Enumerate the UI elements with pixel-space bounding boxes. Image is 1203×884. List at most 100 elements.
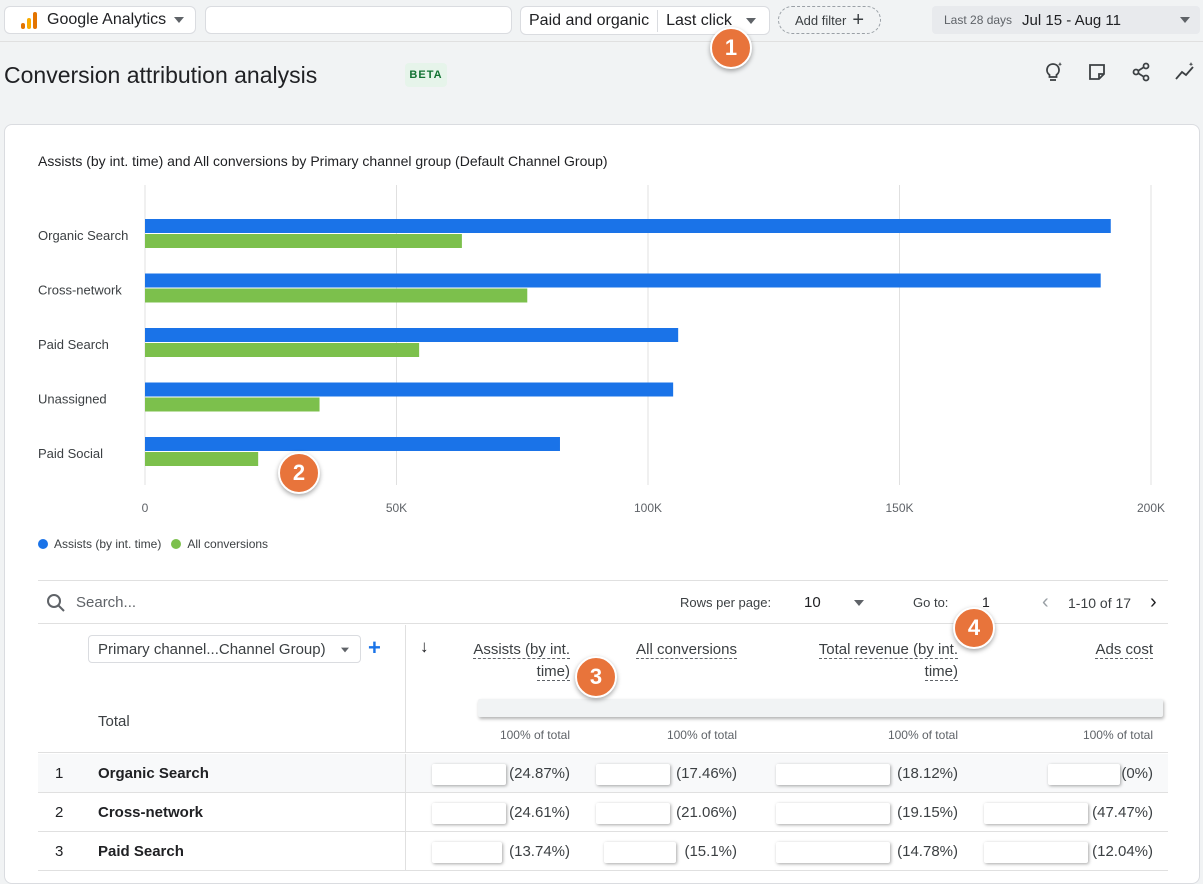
add-filter-label: Add filter — [795, 12, 847, 28]
bar-conversions — [145, 452, 259, 466]
add-dimension-plus-icon[interactable]: + — [368, 635, 381, 660]
callout-marker-4: 4 — [953, 607, 995, 649]
top-bar: Google Analytics Paid and organic Last c… — [0, 0, 1203, 42]
page-range: 1-10 of 17 — [1068, 595, 1132, 611]
col-header-revenue[interactable]: Total revenue (by int. time) — [818, 639, 958, 683]
bar-assists — [145, 273, 1101, 288]
chevron-down-icon[interactable] — [854, 600, 864, 606]
date-range-picker[interactable]: Last 28 days Jul 15 - Aug 11 — [932, 6, 1200, 34]
page-title: Conversion attribution analysis — [4, 62, 318, 88]
brand-name: Google Analytics — [47, 11, 167, 28]
rows-per-page-label: Rows per page: — [680, 595, 772, 610]
category-label: Unassigned — [38, 392, 107, 407]
column-divider — [405, 754, 406, 792]
x-tick-label: 0 — [142, 501, 149, 515]
row-channel[interactable]: Organic Search — [98, 765, 209, 782]
col-header-ads-cost-line1: Ads cost — [1095, 641, 1153, 659]
cell-assists: (24.61%) — [509, 804, 570, 821]
col-header-conversions-line1: All conversions — [636, 641, 737, 659]
attribution-scope[interactable]: Paid and organic — [521, 9, 659, 32]
row-index: 1 — [55, 765, 64, 782]
date-range-preset: Last 28 days — [944, 13, 1013, 27]
redacted-value — [776, 764, 890, 785]
category-label: Cross-network — [38, 283, 122, 298]
redacted-value — [432, 764, 506, 785]
column-divider — [405, 832, 406, 870]
x-tick-label: 200K — [1137, 501, 1165, 515]
chevron-down-icon — [1180, 17, 1190, 23]
redacted-value — [984, 842, 1088, 863]
trend-insights-icon[interactable] — [1173, 60, 1197, 84]
chart-title: Assists (by int. time) and All conversio… — [38, 153, 608, 169]
callout-marker-1: 1 — [710, 27, 752, 69]
table-row[interactable]: 2 Cross-network (24.61%) (21.06%) (19.15… — [38, 793, 1168, 832]
redacted-value — [1048, 764, 1120, 785]
redacted-total-bar — [478, 699, 1163, 717]
redacted-value — [432, 842, 502, 863]
share-icon[interactable] — [1129, 60, 1153, 84]
col-total-ads-cost: 100% of total — [1082, 728, 1153, 742]
cell-conversions: (17.46%) — [676, 765, 737, 782]
next-page-icon[interactable]: › — [1150, 591, 1157, 613]
rows-per-page-select[interactable]: 10 — [804, 594, 821, 611]
legend-item-assists[interactable]: Assists (by int. time) — [38, 537, 161, 551]
col-header-assists-line1: Assists (by int. — [473, 641, 570, 659]
report-card: Assists (by int. time) and All conversio… — [4, 124, 1200, 884]
table-row[interactable]: 3 Paid Search (13.74%) (15.1%) (14.78%) … — [38, 832, 1168, 871]
cell-revenue: (18.12%) — [897, 765, 958, 782]
bar-assists — [145, 219, 1111, 233]
redacted-value — [776, 842, 890, 863]
column-divider — [405, 625, 406, 752]
table-row[interactable]: 1 Organic Search (24.87%) (17.46%) (18.1… — [38, 754, 1168, 793]
dimension-label: Primary channel...Channel Group) — [98, 640, 326, 658]
row-channel[interactable]: Cross-network — [98, 804, 204, 821]
bar-assists — [145, 437, 560, 451]
row-channel[interactable]: Paid Search — [98, 843, 184, 860]
attribution-settings-dropdown[interactable]: Paid and organic Last click — [520, 6, 770, 35]
search-icon[interactable] — [46, 593, 66, 618]
legend-label-assists: Assists (by int. time) — [54, 537, 162, 551]
bar-chart: 0 50K 100K 150K 200K Organic Search Cross-netw… — [38, 185, 1165, 515]
bar-assists — [145, 328, 679, 342]
chart-legend: Assists (by int. time) All conversions — [38, 537, 268, 551]
col-header-conversions[interactable]: All conversions — [636, 639, 737, 661]
redacted-value — [596, 764, 670, 785]
col-header-ads-cost[interactable]: Ads cost — [1095, 639, 1153, 661]
category-label: Paid Social — [38, 446, 103, 461]
annotation-note-icon[interactable] — [1085, 60, 1109, 84]
table-search-input[interactable]: Search... — [76, 594, 137, 611]
bar-conversions — [145, 234, 462, 248]
chevron-down-icon — [745, 17, 756, 24]
redacted-value — [604, 842, 676, 863]
cell-revenue: (14.78%) — [897, 843, 958, 860]
legend-item-conversions[interactable]: All conversions — [171, 537, 268, 551]
total-label: Total — [98, 713, 130, 730]
x-tick-label: 100K — [634, 501, 662, 515]
chevron-down-icon — [174, 17, 185, 23]
col-total-revenue: 100% of total — [887, 728, 958, 742]
bar-conversions — [145, 343, 420, 357]
cell-ads-cost: (12.04%) — [1092, 843, 1153, 860]
cell-ads-cost: (0%) — [1121, 765, 1153, 782]
cell-revenue: (19.15%) — [897, 804, 958, 821]
category-label: Paid Search — [38, 337, 109, 352]
dimension-select[interactable]: Primary channel...Channel Group) — [88, 635, 361, 663]
goto-page-input[interactable]: 1 — [982, 594, 990, 610]
global-search-input[interactable] — [205, 6, 512, 34]
legend-dot-icon — [38, 539, 48, 549]
insights-bulb-icon[interactable] — [1041, 60, 1065, 84]
chevron-down-icon — [341, 647, 349, 653]
col-header-assists-line2: time) — [536, 663, 570, 681]
header-actions — [1041, 60, 1197, 84]
add-filter-button[interactable]: Add filter + — [778, 6, 881, 34]
col-header-assists[interactable]: Assists (by int. time) — [473, 639, 570, 683]
property-selector[interactable]: Google Analytics — [4, 6, 196, 34]
col-header-revenue-line2: time) — [924, 663, 958, 681]
category-label: Organic Search — [38, 228, 128, 243]
prev-page-icon[interactable]: ‹ — [1042, 591, 1049, 613]
attribution-model[interactable]: Last click — [666, 11, 732, 29]
cell-conversions: (21.06%) — [676, 804, 737, 821]
date-range-value: Jul 15 - Aug 11 — [1022, 11, 1122, 29]
sort-down-arrow-icon[interactable]: ↓ — [420, 637, 429, 656]
x-tick-label: 150K — [885, 501, 913, 515]
